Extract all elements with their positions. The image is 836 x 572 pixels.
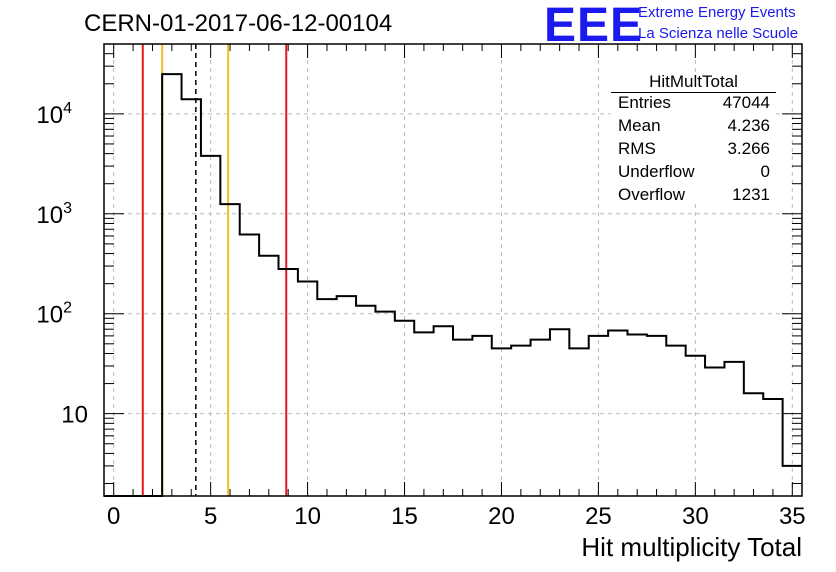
stats-row-underflow: Underflow 0 bbox=[618, 162, 770, 184]
logo-subtitle-line2: La Scienza nelle Scuole bbox=[638, 25, 799, 42]
x-tick-label: 20 bbox=[488, 503, 515, 530]
plot-frame bbox=[103, 43, 803, 497]
stats-row-entries: Entries 47044 bbox=[618, 93, 770, 115]
y-tick-label: 10 bbox=[61, 402, 88, 429]
stats-divider bbox=[611, 92, 776, 93]
stats-value: 3.266 bbox=[727, 139, 770, 158]
stats-row-mean: Mean 4.236 bbox=[618, 116, 770, 138]
stats-value: 4.236 bbox=[727, 116, 770, 135]
stats-label: Overflow bbox=[618, 185, 686, 204]
stats-label: RMS bbox=[618, 139, 656, 158]
stats-value: 0 bbox=[760, 162, 770, 181]
x-tick-label: 10 bbox=[294, 503, 321, 530]
x-tick-label: 15 bbox=[391, 503, 418, 530]
stats-label: Underflow bbox=[618, 162, 695, 181]
x-axis-title: Hit multiplicity Total bbox=[581, 532, 802, 562]
x-tick-label: 5 bbox=[204, 503, 217, 530]
stats-row-overflow: Overflow 1231 bbox=[618, 185, 770, 207]
stats-label: Entries bbox=[618, 93, 671, 112]
stats-value: 47044 bbox=[722, 93, 770, 112]
x-tick-label: 0 bbox=[107, 503, 120, 530]
x-tick-label: 30 bbox=[682, 503, 709, 530]
eee-logo: EEE bbox=[544, 0, 644, 52]
stats-title: HitMultTotal bbox=[649, 72, 738, 91]
histogram-outline bbox=[104, 73, 802, 497]
page-title: CERN-01-2017-06-12-00104 bbox=[84, 10, 393, 37]
x-tick-label: 25 bbox=[585, 503, 612, 530]
stats-row-rms: RMS 3.266 bbox=[618, 139, 770, 161]
stats-box: HitMultTotal Entries 47044 Mean 4.236 RM… bbox=[611, 72, 776, 204]
y-tick-label: 103 bbox=[36, 200, 72, 229]
logo-subtitle-line1: Extreme Energy Events bbox=[638, 4, 796, 21]
stats-value: 1231 bbox=[732, 185, 770, 204]
x-tick-label: 35 bbox=[779, 503, 806, 530]
stats-label: Mean bbox=[618, 116, 661, 135]
y-tick-label: 102 bbox=[36, 300, 72, 329]
y-tick-label: 104 bbox=[36, 100, 72, 129]
